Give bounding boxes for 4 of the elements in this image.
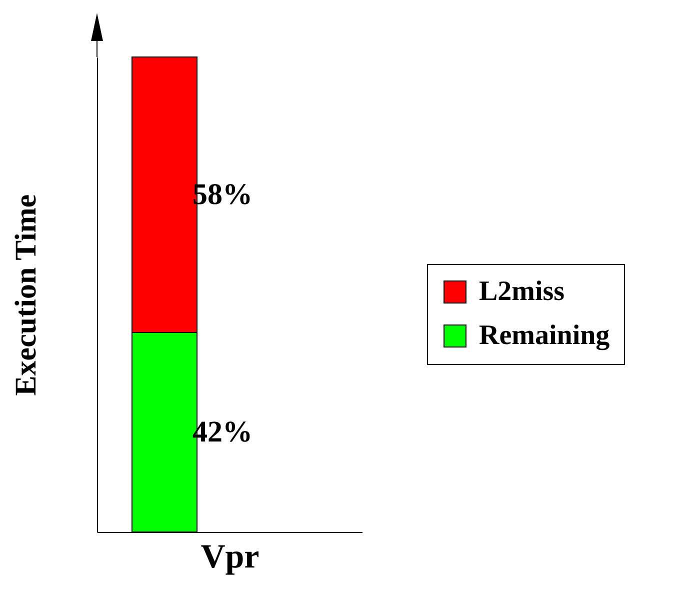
legend-label: Remaining xyxy=(479,320,610,351)
x-tick-label: Vpr xyxy=(200,538,260,576)
y-axis-title: Execution Time xyxy=(10,194,42,396)
legend-label: L2miss xyxy=(479,276,565,307)
